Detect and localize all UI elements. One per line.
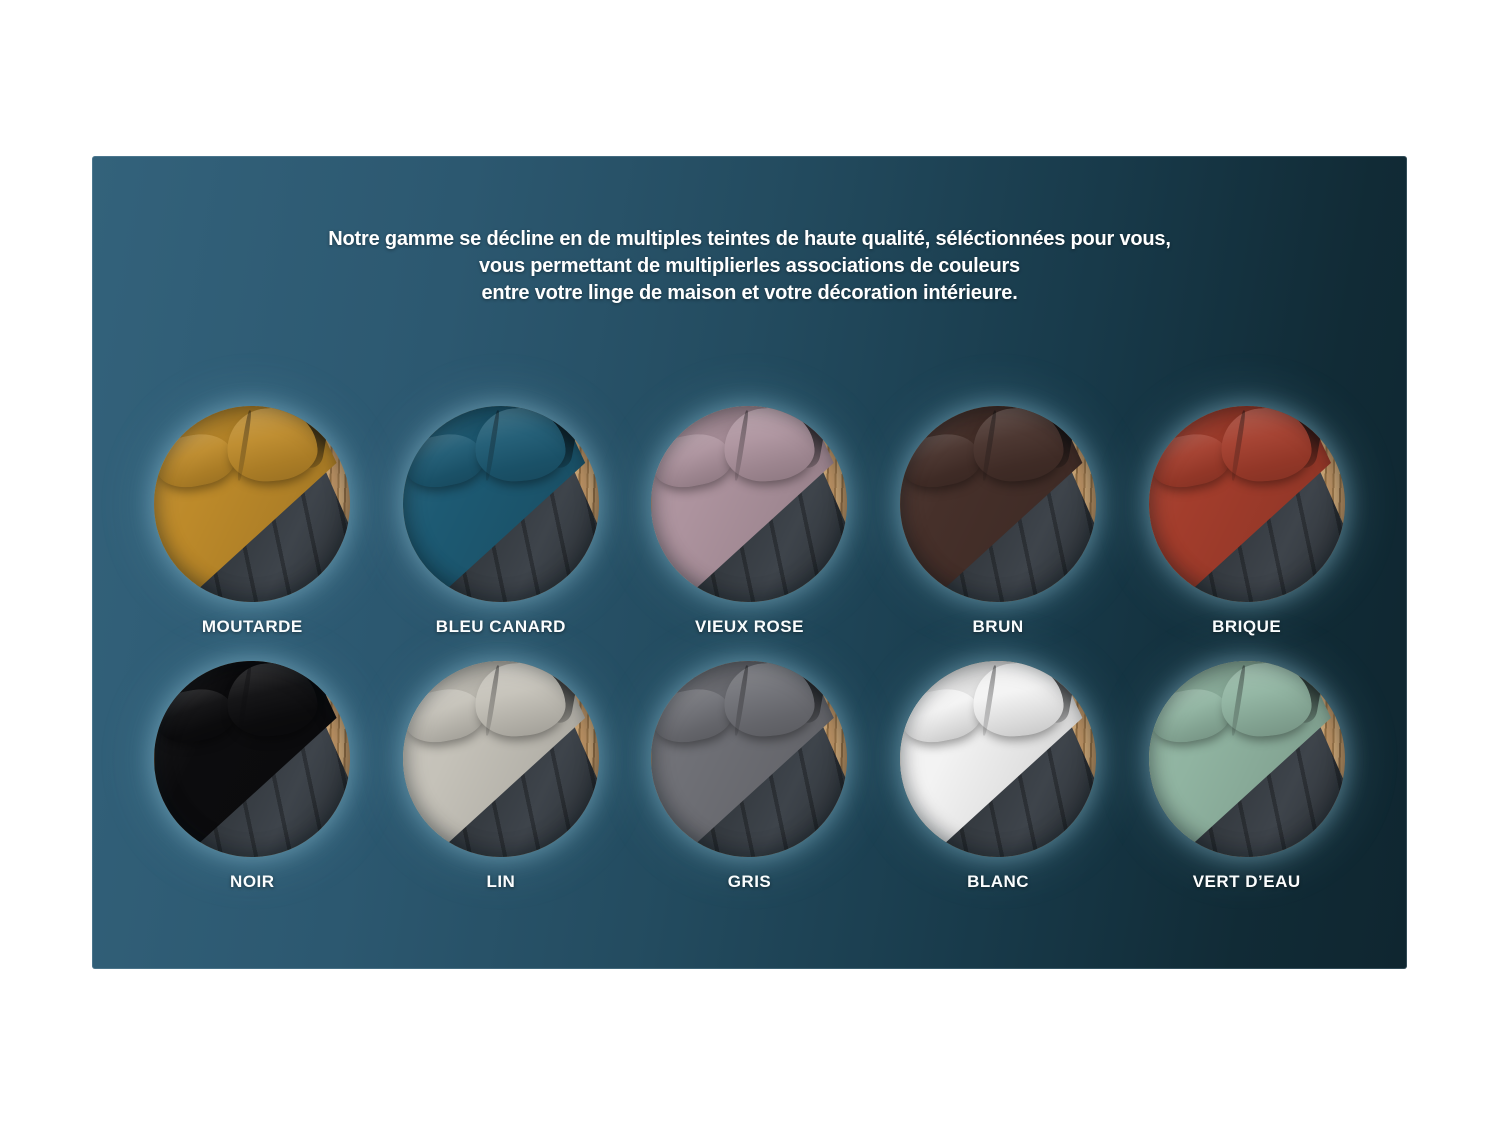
bed-photo-circle	[651, 661, 848, 857]
color-name-label: NOIR	[230, 872, 275, 891]
bed-photo-circle	[1148, 406, 1345, 602]
color-name-label: BRIQUE	[1212, 617, 1282, 636]
color-name-label: VERT D’EAU	[1192, 872, 1301, 891]
color-swatch: BLANC	[900, 661, 1097, 892]
color-swatch: MOUTARDE	[154, 406, 351, 637]
color-swatch: VIEUX ROSE	[651, 406, 848, 637]
intro-line-2: vous permettant de multiplierles associa…	[479, 255, 1020, 277]
color-name-label: MOUTARDE	[201, 617, 303, 636]
color-swatch: LIN	[402, 661, 599, 892]
bed-photo-circle	[651, 406, 848, 602]
color-swatch: GRIS	[651, 661, 848, 892]
bed-photo-circle	[154, 661, 351, 857]
bed-photo-circle	[900, 406, 1097, 602]
intro-text: Notre gamme se décline en de multiples t…	[92, 156, 1407, 307]
color-name-label: BRUN	[972, 617, 1024, 636]
bed-photo-circle	[1148, 661, 1345, 857]
bed-photo-circle	[402, 406, 599, 602]
color-swatch: BRUN	[900, 406, 1097, 637]
bed-photo-circle	[402, 661, 599, 857]
color-name-label: BLANC	[967, 872, 1030, 891]
color-name-label: GRIS	[727, 872, 772, 891]
color-swatch: VERT D’EAU	[1148, 661, 1345, 892]
color-range-panel: Notre gamme se décline en de multiples t…	[92, 156, 1407, 969]
color-name-label: BLEU CANARD	[435, 617, 566, 636]
intro-line-1: Notre gamme se décline en de multiples t…	[328, 228, 1171, 250]
color-swatch: BRIQUE	[1148, 406, 1345, 637]
color-name-label: VIEUX ROSE	[695, 617, 804, 636]
color-swatch: BLEU CANARD	[402, 406, 599, 637]
bed-photo-circle	[900, 661, 1097, 857]
intro-line-3: entre votre linge de maison et votre déc…	[481, 282, 1018, 304]
color-swatch: NOIR	[154, 661, 351, 892]
bed-photo-circle	[154, 406, 351, 602]
swatch-grid: MOUTARDE BLEU CANARD VIEUX ROSE	[128, 406, 1371, 892]
color-name-label: LIN	[486, 872, 516, 891]
